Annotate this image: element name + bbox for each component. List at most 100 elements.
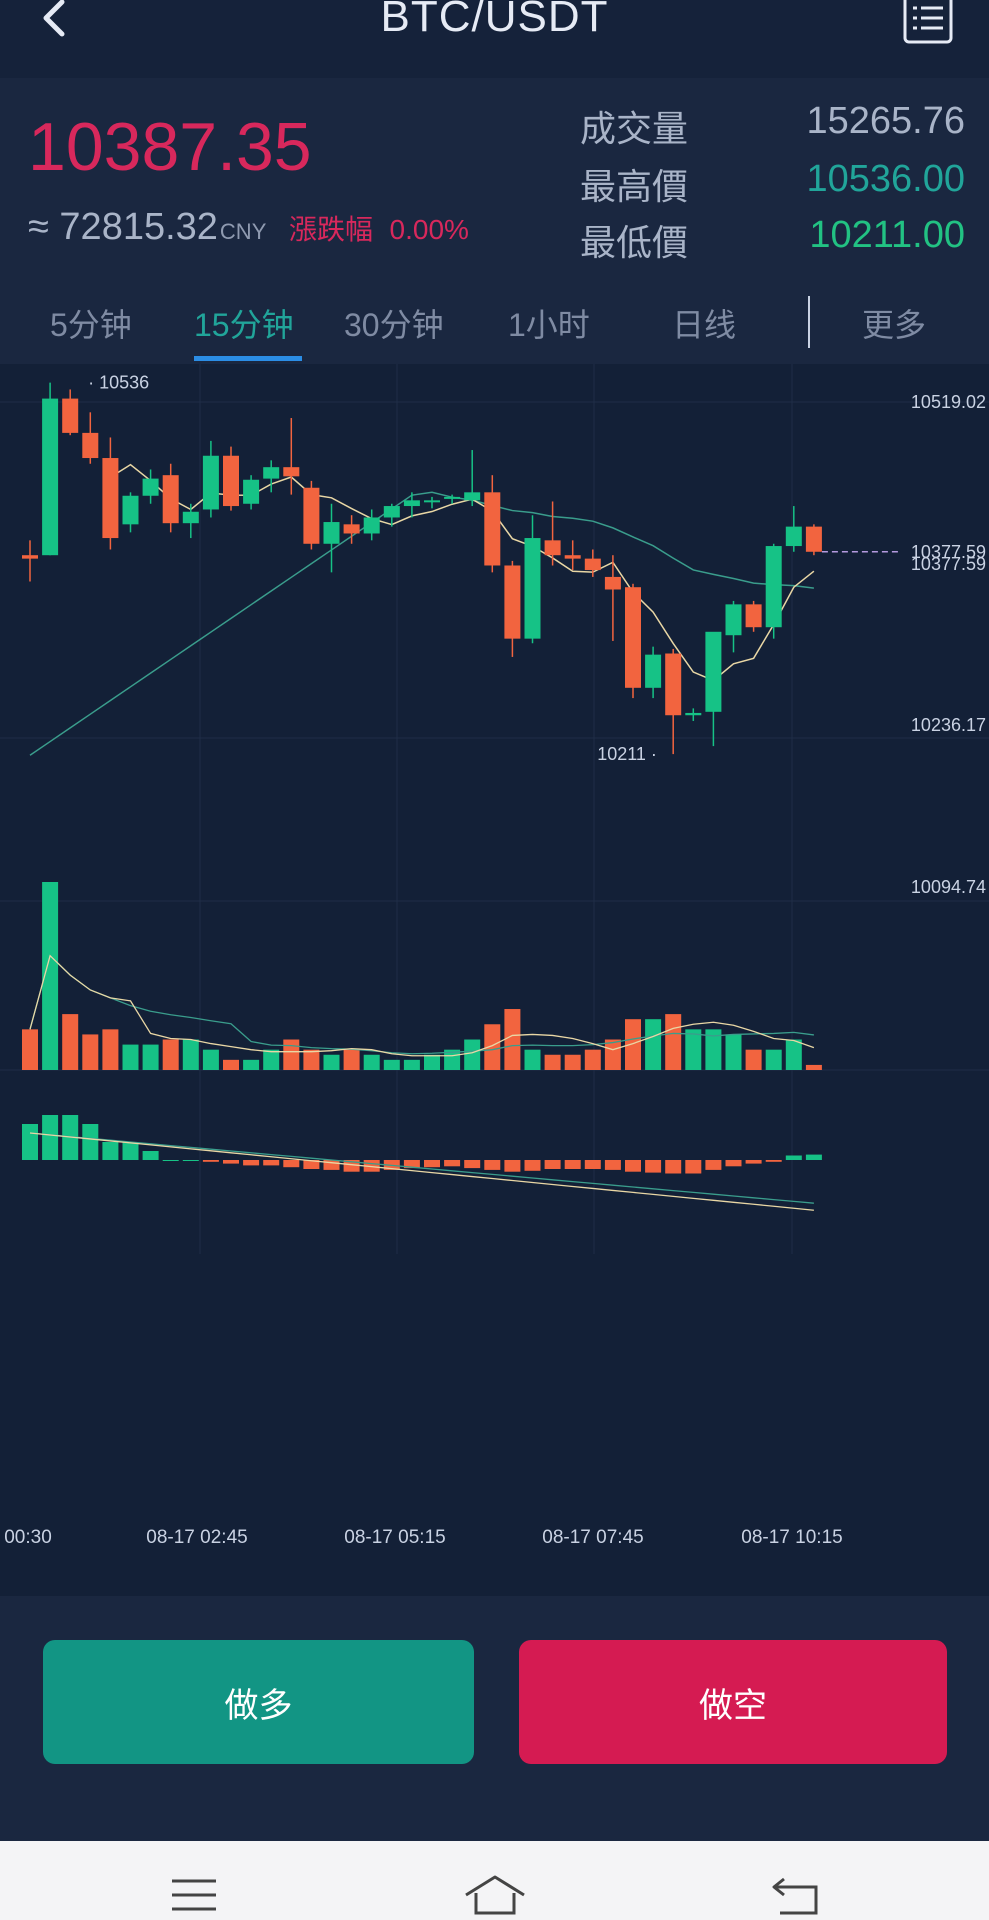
macd-bar	[464, 1160, 481, 1169]
macd-bar	[343, 1160, 360, 1172]
candle-body	[283, 467, 300, 477]
ma-slow-line	[29, 491, 814, 756]
page-title: BTC/USDT	[380, 0, 609, 41]
candle-body	[82, 432, 99, 459]
candle-body	[805, 526, 822, 552]
candle-body	[745, 604, 762, 628]
cny-label: CNY	[219, 219, 267, 244]
kline-chart[interactable]: 10519.02 10377.59 10236.17 10094.74 · 10536 1…	[0, 364, 989, 1596]
volume-bar	[62, 1014, 79, 1070]
macd-bar	[645, 1160, 662, 1173]
volume-bar	[122, 1044, 139, 1070]
macd-bar	[42, 1115, 59, 1160]
menu-icon[interactable]	[170, 1877, 218, 1913]
volume-bar	[665, 1014, 682, 1070]
candle-body	[142, 478, 159, 496]
candle-body	[504, 565, 521, 639]
candle-body	[785, 526, 802, 547]
tab-30min[interactable]: 30分钟	[344, 307, 444, 343]
candle-body	[665, 653, 682, 716]
low-marker: 10211 ·	[597, 744, 657, 764]
back-icon[interactable]	[770, 1877, 822, 1917]
volume-bar	[283, 1039, 300, 1070]
tab-15min[interactable]: 15分钟	[194, 307, 294, 343]
volume-bar	[223, 1059, 239, 1070]
price-axis-label: 10236.17	[911, 715, 986, 735]
volume-label: 成交量	[580, 108, 689, 149]
candle-body	[484, 492, 501, 566]
volume-bar	[42, 882, 59, 1070]
volume-bar	[303, 1049, 320, 1070]
volume-bar	[162, 1039, 179, 1070]
macd-bar	[162, 1160, 179, 1161]
macd-bar	[484, 1160, 501, 1170]
macd-bar	[765, 1160, 782, 1162]
candle-body	[22, 555, 38, 559]
candle-body	[564, 555, 581, 559]
volume-bar	[22, 1029, 38, 1070]
macd-bar	[584, 1160, 601, 1169]
volume-value: 15265.76	[806, 100, 966, 142]
candle-body	[424, 500, 440, 503]
volume-bar	[584, 1049, 601, 1070]
candle-body	[343, 524, 360, 534]
volume-bar	[102, 1029, 119, 1070]
volume-bar	[484, 1024, 501, 1070]
chevron-left-icon[interactable]	[40, 0, 100, 50]
candle-body	[102, 458, 119, 539]
candle-body	[705, 631, 722, 712]
volume-bar	[725, 1034, 742, 1070]
price-axis-label: 10094.74	[911, 877, 986, 897]
macd-bar	[625, 1160, 641, 1172]
volume-bar	[142, 1044, 159, 1070]
candle-body	[444, 496, 461, 499]
high-value: 10536.00	[806, 158, 966, 200]
high-marker: · 10536	[88, 373, 149, 393]
candle-body	[182, 511, 199, 524]
current-price-label: 10377.59	[911, 542, 986, 562]
system-nav-bar	[0, 1841, 989, 1920]
candle-body	[263, 467, 280, 479]
time-axis-label: 08-17 02:45	[146, 1527, 247, 1548]
candle-body	[243, 479, 260, 504]
tab-5min[interactable]: 5分钟	[50, 307, 132, 343]
candle-body	[162, 475, 179, 524]
macd-bar	[604, 1160, 621, 1170]
candle-body	[62, 398, 79, 433]
macd-bar	[363, 1160, 380, 1172]
candle-body	[122, 495, 139, 525]
macd-bar	[524, 1160, 541, 1171]
approx-cny-value: 72815.32	[59, 206, 218, 248]
go-short-button[interactable]: 做空	[519, 1640, 947, 1764]
volume-bar	[504, 1009, 521, 1070]
macd-bar	[182, 1160, 199, 1161]
candle-body	[645, 654, 662, 688]
volume-bar	[685, 1029, 702, 1070]
last-price: 10387.35	[28, 109, 312, 185]
tab-daily[interactable]: 日线	[672, 307, 737, 343]
volume-bar	[625, 1019, 641, 1070]
kline-chart-svg[interactable]: 10519.02 10377.59 10236.17 10094.74 · 10536 1…	[0, 364, 989, 1596]
go-long-button[interactable]: 做多	[43, 1640, 474, 1764]
order-list-icon[interactable]	[899, 0, 957, 48]
tab-1hour[interactable]: 1小时	[508, 307, 590, 343]
macd-bar	[22, 1124, 38, 1160]
candle-body	[323, 522, 340, 544]
candle-body	[685, 712, 702, 716]
volume-ma-slow	[29, 954, 814, 1055]
approx-price-line: ≈ 72815.32CNY 漲跌幅 0.00%	[28, 206, 469, 249]
macd-bar	[745, 1160, 762, 1164]
macd-bar	[323, 1160, 340, 1170]
low-value: 10211.00	[809, 214, 965, 256]
time-axis-label: 08-17 10:15	[741, 1527, 842, 1548]
home-icon[interactable]	[462, 1873, 528, 1917]
macd-bar	[444, 1160, 461, 1167]
volume-bar	[705, 1029, 722, 1070]
volume-bar	[263, 1049, 280, 1070]
tab-more[interactable]: 更多	[862, 307, 927, 343]
candle-body	[625, 587, 641, 688]
macd-bar	[564, 1160, 581, 1169]
macd-bar	[725, 1160, 742, 1167]
volume-bar	[645, 1019, 662, 1070]
volume-bar	[202, 1049, 219, 1070]
